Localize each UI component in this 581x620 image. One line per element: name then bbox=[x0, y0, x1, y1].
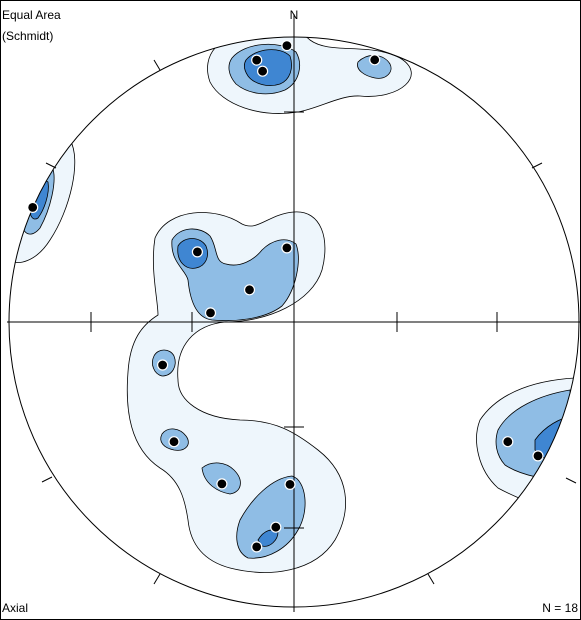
net-crosshair bbox=[7, 14, 581, 612]
data-point bbox=[281, 242, 293, 254]
data-point bbox=[532, 450, 544, 462]
data-point bbox=[281, 39, 293, 52]
data-points bbox=[27, 39, 544, 553]
data-point bbox=[257, 65, 269, 77]
data-point bbox=[216, 478, 228, 490]
data-point bbox=[157, 359, 169, 371]
data-point bbox=[284, 478, 296, 490]
count-label: N = 18 bbox=[542, 601, 578, 615]
data-point bbox=[270, 521, 282, 533]
data-point bbox=[204, 307, 217, 319]
data-point bbox=[168, 436, 180, 448]
data-point bbox=[251, 54, 263, 66]
data-point bbox=[502, 436, 514, 448]
data-point bbox=[243, 284, 256, 296]
projection-label-line2: (Schmidt) bbox=[2, 29, 53, 43]
data-point bbox=[369, 54, 381, 66]
north-label: N bbox=[290, 8, 299, 22]
data-point bbox=[27, 201, 39, 213]
data-point bbox=[191, 246, 203, 258]
data-type-label: Axial bbox=[2, 601, 28, 615]
data-point bbox=[251, 541, 263, 553]
projection-label-line1: Equal Area bbox=[2, 8, 61, 22]
